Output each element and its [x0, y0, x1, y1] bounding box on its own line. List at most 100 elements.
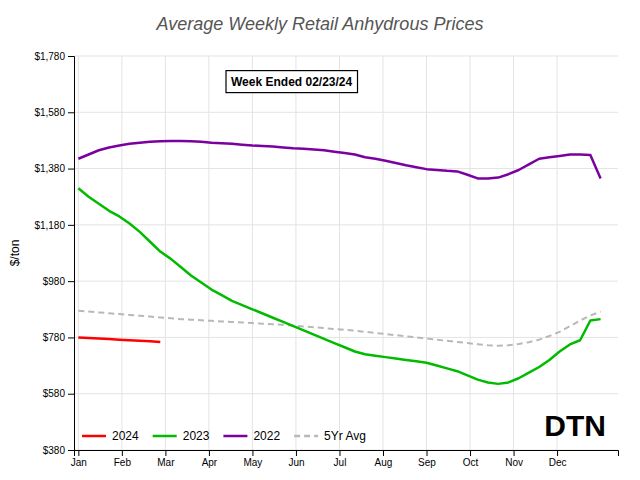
x-tick: Feb — [114, 450, 132, 468]
tick-label: Jul — [334, 457, 347, 468]
legend-swatch — [294, 435, 318, 438]
x-axis: Jan Feb Mar Apr May Jun Jul Aug Sep Oct Nov Dec — [71, 450, 619, 468]
tick-mark — [68, 225, 74, 226]
tick-label: $1,380 — [34, 163, 65, 174]
grid-line — [74, 168, 618, 169]
x-tick: Aug — [375, 450, 393, 468]
legend-label: 2022 — [253, 429, 280, 443]
legend-swatch — [223, 435, 247, 438]
legend-swatch — [82, 435, 106, 438]
legend-item: 2023 — [153, 429, 210, 443]
tick-mark — [427, 450, 428, 456]
tick-mark — [470, 450, 471, 456]
grid-line — [295, 56, 296, 450]
series-line — [78, 311, 600, 346]
x-tick: Jan — [71, 450, 87, 468]
tick-mark — [252, 450, 253, 456]
annotation-box — [226, 71, 358, 93]
legend-swatch — [153, 435, 177, 438]
y-tick: $1,380 — [34, 163, 74, 174]
grid-line — [339, 56, 340, 450]
tick-mark — [557, 450, 558, 456]
x-tick: Apr — [202, 450, 218, 468]
tick-mark — [514, 450, 515, 456]
grid-line — [74, 224, 618, 225]
grid-line — [74, 112, 618, 113]
tick-mark — [383, 450, 384, 456]
tick-mark — [68, 337, 74, 338]
x-tick: Jun — [288, 450, 304, 468]
grid-line — [74, 337, 618, 338]
tick-label: Nov — [505, 457, 523, 468]
grid-line — [252, 56, 253, 450]
grid-line — [208, 56, 209, 450]
x-tick: Mar — [157, 450, 175, 468]
grid-line — [470, 56, 471, 450]
tick-label: Oct — [463, 457, 479, 468]
y-tick: $380 — [43, 445, 74, 456]
grid-line — [165, 56, 166, 450]
tick-mark — [296, 450, 297, 456]
tick-label: May — [243, 457, 262, 468]
annotation-text: Week Ended 02/23/24 — [231, 75, 353, 89]
tick-mark — [68, 56, 74, 57]
grid-line — [121, 56, 122, 450]
x-tick: Nov — [505, 450, 523, 468]
x-tick: May — [243, 450, 262, 468]
grid-line — [78, 56, 79, 450]
legend-label: 2024 — [112, 429, 139, 443]
tick-mark — [68, 112, 74, 113]
grid-line — [557, 56, 558, 450]
title: Average Weekly Retail Anhydrous Prices — [156, 14, 484, 34]
y-axis: $380 $580 $780 $980 $1,180 $1,380 $1,580 $1,780 — [34, 51, 74, 456]
series-line — [78, 337, 160, 342]
grid-line — [74, 393, 618, 394]
y-tick: $1,180 — [34, 220, 74, 231]
series-line — [78, 141, 600, 178]
tick-label: Apr — [202, 457, 218, 468]
tick-label: $780 — [43, 332, 66, 343]
tick-mark — [78, 450, 79, 456]
logo-text: DTN — [544, 409, 606, 442]
grid-line — [74, 56, 618, 57]
tick-mark — [68, 169, 74, 170]
axis-line — [75, 451, 619, 457]
y-tick: $580 — [43, 388, 74, 399]
tick-label: $380 — [43, 445, 66, 456]
x-tick: Dec — [549, 450, 567, 468]
lines — [78, 141, 600, 384]
tick-mark — [165, 450, 166, 456]
x-tick: Sep — [418, 450, 436, 468]
x-tick: Jul — [334, 450, 347, 468]
tick-mark — [68, 394, 74, 395]
y-tick: $980 — [43, 276, 74, 287]
tick-mark — [68, 281, 74, 282]
legend-item: 5Yr Avg — [294, 429, 366, 443]
tick-label: $1,180 — [34, 220, 65, 231]
grid-line — [426, 56, 427, 450]
x-tick: Oct — [463, 450, 479, 468]
y-axis-title: $/ton — [8, 240, 22, 267]
tick-label: $1,580 — [34, 107, 65, 118]
axis-line — [68, 57, 75, 451]
tick-label: $980 — [43, 276, 66, 287]
grid — [74, 56, 618, 450]
y-tick: $780 — [43, 332, 74, 343]
legend-item: 2022 — [223, 429, 280, 443]
tick-mark — [122, 450, 123, 456]
tick-label: $1,780 — [34, 51, 65, 62]
tick-label: Dec — [549, 457, 567, 468]
grid-line — [513, 56, 514, 450]
tick-label: Mar — [157, 457, 175, 468]
legend-item: 2024 — [82, 429, 139, 443]
tick-label: Feb — [114, 457, 132, 468]
tick-label: Jun — [288, 457, 304, 468]
series-line — [78, 188, 600, 384]
grid-line — [382, 56, 383, 450]
tick-label: Aug — [375, 457, 393, 468]
tick-label: $580 — [43, 388, 66, 399]
legend-label: 5Yr Avg — [324, 429, 366, 443]
tick-label: Jan — [71, 457, 87, 468]
tick-mark — [68, 450, 74, 451]
tick-mark — [209, 450, 210, 456]
